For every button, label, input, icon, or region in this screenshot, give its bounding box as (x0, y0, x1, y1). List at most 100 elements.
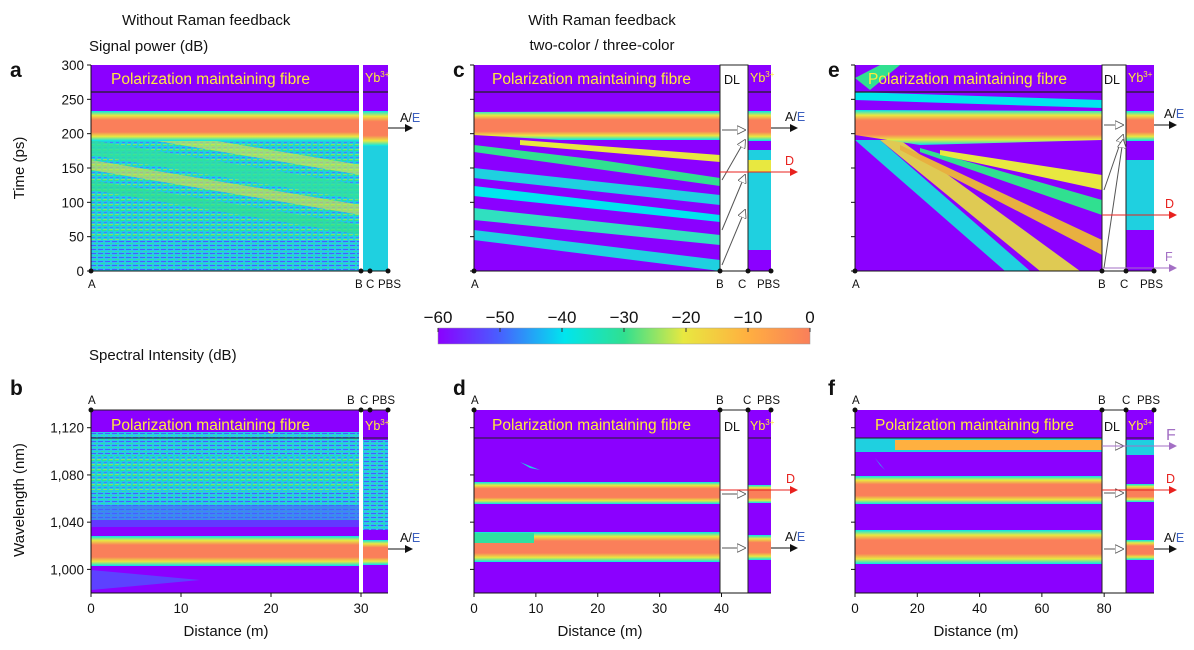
yb-label-c: Yb3+ (750, 70, 775, 85)
xlabel-f: Distance (m) (933, 623, 1018, 640)
panel-f: Polarization maintaining fibre DL Yb3+ F… (851, 395, 1184, 640)
header-spectral-intensity: Spectral Intensity (dB) (89, 347, 237, 364)
y-ticks-e (851, 64, 855, 272)
pt-c-c: C (738, 279, 746, 291)
y-ticks-b: 1,000 1,040 1,080 1,120 (50, 421, 91, 577)
xtick-label-d-1: 10 (528, 601, 543, 616)
output-f-f: F (1166, 427, 1176, 444)
output-ae-e: A/E (1164, 107, 1184, 121)
output-f-e: F (1165, 250, 1173, 264)
pt-a-a: A (88, 279, 96, 291)
pt-pbs-d: PBS (757, 395, 780, 407)
pt-c-b: C (360, 395, 368, 407)
pt-b-a: B (355, 279, 363, 291)
xtick-label-f-0: 0 (851, 601, 859, 616)
xtick-label-b-3: 30 (353, 601, 368, 616)
y-ticks-f (851, 427, 855, 570)
xtick-label-d-3: 30 (652, 601, 667, 616)
pt-pbs-a: PBS (378, 279, 401, 291)
x-ticks-f: 0 20 40 60 80 (851, 593, 1112, 616)
header-right-subtitle: two-color / three-color (529, 37, 674, 54)
pt-a-e: A (852, 279, 860, 291)
output-d-d: D (786, 472, 795, 486)
ytick-label-a-4: 200 (61, 127, 84, 142)
ytick-label-a-1: 50 (69, 230, 84, 245)
pm-fibre-label-c: Polarization maintaining fibre (492, 71, 691, 88)
output-d-e: D (1165, 197, 1174, 211)
yb-label-a: Yb3+ (365, 70, 390, 85)
ylabel-time: Time (ps) (11, 137, 28, 200)
pt-a-d: A (471, 395, 479, 407)
ytick-label-a-0: 0 (76, 264, 84, 279)
yb-label-d: Yb3+ (750, 418, 775, 433)
xtick-label-d-2: 20 (590, 601, 605, 616)
output-ae-c: A/E (785, 110, 805, 124)
ytick-label-a-6: 300 (61, 58, 84, 73)
xtick-label-d-0: 0 (470, 601, 478, 616)
x-ticks-d: 0 10 20 30 40 (470, 593, 729, 616)
cbar-tick-label-4: −20 (672, 308, 701, 327)
pt-b-b: B (347, 395, 355, 407)
panel-c: Polarization maintaining fibre DL Yb3+ A… (470, 64, 805, 291)
pt-a-c: A (471, 279, 479, 291)
panel-label-f: f (828, 377, 836, 400)
output-ae-b: A/E (400, 531, 420, 545)
header-right-title: With Raman feedback (528, 12, 676, 29)
output-d-c: D (785, 154, 794, 168)
pt-b-f: B (1098, 395, 1106, 407)
ytick-label-b-0: 1,000 (50, 562, 84, 577)
pt-c-d: C (743, 395, 751, 407)
xlabel-d: Distance (m) (557, 623, 642, 640)
pt-c-e: C (1120, 279, 1128, 291)
pt-c-f: C (1122, 395, 1130, 407)
cbar-tick-label-2: −40 (548, 308, 577, 327)
pt-pbs-b: PBS (372, 395, 395, 407)
cbar-tick-label-0: −60 (424, 308, 453, 327)
pt-a-b: A (88, 395, 96, 407)
pt-pbs-c: PBS (757, 279, 780, 291)
x-ticks-b: 0 10 20 30 (87, 593, 369, 616)
panel-e: Polarization maintaining fibre DL Yb3+ A… (851, 64, 1184, 291)
dl-label-f: DL (1104, 420, 1120, 434)
y-ticks-a: 0 50 100 150 200 250 300 (61, 58, 91, 279)
xtick-label-f-3: 60 (1034, 601, 1049, 616)
output-ae-f: A/E (1164, 531, 1184, 545)
pm-fibre-label-a: Polarization maintaining fibre (111, 71, 310, 88)
pt-a-f: A (852, 395, 860, 407)
ytick-label-a-5: 250 (61, 92, 84, 107)
yb-label-f: Yb3+ (1128, 418, 1153, 433)
panel-a: Polarization maintaining fibre Yb3+ A/E … (11, 58, 420, 291)
ytick-label-b-1: 1,040 (50, 515, 84, 530)
pt-b-c: B (716, 279, 724, 291)
cbar-tick-label-3: −30 (610, 308, 639, 327)
yb-label-e: Yb3+ (1128, 70, 1153, 85)
pt-c-a: C (366, 279, 374, 291)
dl-label-c: DL (724, 73, 740, 87)
panel-label-c: c (453, 59, 465, 82)
pt-pbs-e: PBS (1140, 279, 1163, 291)
pt-pbs-f: PBS (1137, 395, 1160, 407)
pm-fibre-label-d: Polarization maintaining fibre (492, 417, 691, 434)
cbar-tick-label-6: 0 (805, 308, 814, 327)
xtick-label-b-1: 10 (173, 601, 188, 616)
dl-label-e: DL (1104, 73, 1120, 87)
colorbar: −60 −50 −40 −30 −20 −10 0 (424, 308, 815, 345)
output-ae-a: A/E (400, 111, 420, 125)
panel-label-a: a (10, 59, 22, 82)
ytick-label-a-2: 100 (61, 195, 84, 210)
ytick-label-b-3: 1,120 (50, 421, 84, 436)
y-ticks-d (470, 427, 474, 570)
cbar-tick-label-5: −10 (734, 308, 763, 327)
xtick-label-d-4: 40 (714, 601, 729, 616)
y-ticks-c (470, 64, 474, 272)
xtick-label-f-1: 20 (910, 601, 925, 616)
panel-b: Polarization maintaining fibre Yb3+ A/E … (11, 395, 420, 640)
panel-label-e: e (828, 59, 840, 82)
pm-fibre-label-f: Polarization maintaining fibre (875, 417, 1074, 434)
header-left-title: Without Raman feedback (122, 12, 291, 29)
dl-label-d: DL (724, 420, 740, 434)
xtick-label-f-2: 40 (972, 601, 987, 616)
header-signal-power: Signal power (dB) (89, 38, 208, 55)
panel-label-b: b (10, 377, 23, 400)
